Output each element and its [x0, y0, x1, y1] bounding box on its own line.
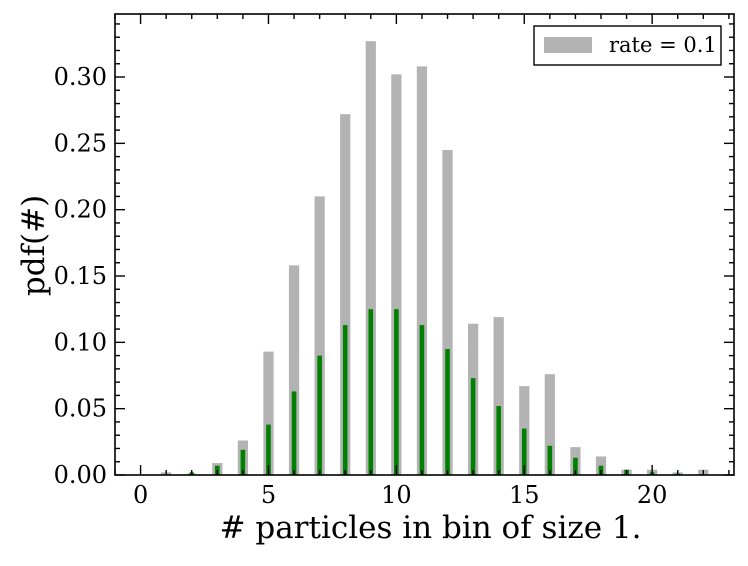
- x-tick-label: 10: [381, 481, 412, 509]
- legend-swatch: [544, 37, 592, 53]
- y-tick-label: 0.20: [54, 196, 107, 224]
- legend-label: rate = 0.1: [609, 33, 717, 57]
- green-bar: [317, 355, 322, 475]
- gray-bars-series: [161, 41, 709, 476]
- y-tick-label: 0.15: [54, 262, 107, 290]
- y-tick-label: 0.25: [54, 129, 107, 157]
- x-tick-label: 15: [509, 481, 540, 509]
- y-tick-label: 0.30: [54, 63, 107, 91]
- gray-bar: [544, 374, 555, 475]
- legend: rate = 0.1: [533, 25, 722, 66]
- gray-bar: [442, 149, 453, 475]
- x-tick-label: 5: [261, 481, 276, 509]
- y-tick-labels: 0.00 0.05 0.10 0.15 0.20 0.25 0.30: [54, 63, 107, 489]
- green-bar: [240, 449, 246, 475]
- green-bar: [291, 391, 297, 475]
- x-tick-label: 0: [133, 481, 148, 509]
- axis-ticks: [114, 14, 734, 476]
- gray-bar: [314, 196, 325, 475]
- gray-bar: [365, 41, 376, 476]
- green-bar: [368, 309, 374, 475]
- y-tick-label: 0.00: [54, 461, 107, 489]
- green-bar: [496, 406, 501, 475]
- green-bar: [470, 378, 476, 475]
- plot-frame: [114, 13, 735, 476]
- x-tick-labels: 0 5 10 15 20: [133, 481, 667, 509]
- gray-bar: [263, 351, 274, 475]
- green-bar: [419, 325, 425, 475]
- green-bar: [342, 325, 348, 475]
- green-bars-series: [163, 309, 706, 476]
- green-bar: [521, 428, 527, 475]
- green-bar: [445, 348, 450, 475]
- y-tick-label: 0.10: [54, 328, 107, 356]
- y-axis-label: pdf(#): [16, 195, 52, 296]
- green-bar: [394, 309, 399, 475]
- gray-bar: [493, 317, 504, 475]
- gray-bar: [416, 66, 428, 476]
- y-tick-label: 0.05: [54, 395, 107, 423]
- green-bar: [266, 424, 271, 475]
- gray-bar: [391, 74, 402, 476]
- gray-bar: [288, 265, 300, 475]
- x-axis-label: # particles in bin of size 1.: [220, 510, 642, 546]
- green-bar: [547, 445, 553, 475]
- gray-bar: [340, 114, 351, 475]
- green-bar: [573, 457, 578, 475]
- x-tick-label: 20: [637, 481, 668, 509]
